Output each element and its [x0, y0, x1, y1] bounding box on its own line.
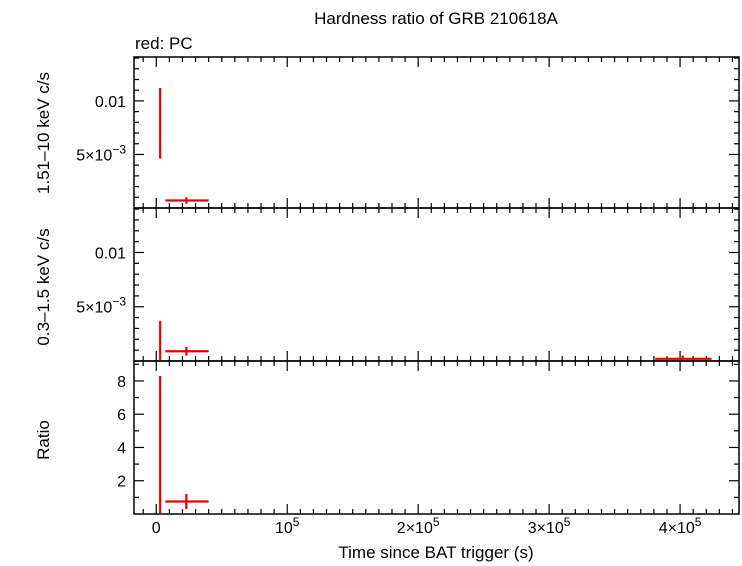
xtick-label: 105	[275, 515, 300, 537]
x-tick-labels: 0 105 2×105 3×105 4×105	[152, 515, 702, 537]
data-point	[159, 88, 162, 159]
data-point	[159, 375, 162, 514]
data-point	[165, 197, 209, 204]
data-point	[159, 320, 162, 360]
panel-top-ylabel: 1.51–10 keV c/s	[34, 72, 53, 194]
xtick-label: 2×105	[397, 515, 440, 537]
panel-top-frame	[133, 56, 740, 209]
ytick-label: 4	[117, 440, 126, 457]
ytick-label: 8	[117, 374, 126, 391]
ytick-label: 0.01	[95, 245, 126, 262]
chart-title: Hardness ratio of GRB 210618A	[314, 9, 558, 28]
panel-bottom: 2 4 6 8 Ratio	[34, 360, 740, 515]
panel-middle-points	[159, 320, 712, 361]
xtick-label: 4×105	[659, 515, 702, 537]
x-axis-label: Time since BAT trigger (s)	[338, 543, 533, 562]
panel-top-ytick-labels: 5×10−3 0.01	[76, 94, 126, 165]
panel-middle: 5×10−3 0.01 0.3–1.5 keV c/s	[34, 207, 740, 362]
panel-bottom-ylabel: Ratio	[34, 420, 53, 460]
panel-bottom-ytick-labels: 2 4 6 8	[117, 374, 126, 491]
ytick-label: 5×10−3	[76, 142, 126, 164]
panel-middle-ytick-labels: 5×10−3 0.01	[76, 245, 126, 316]
panel-bottom-points	[159, 375, 209, 514]
data-point	[165, 494, 209, 510]
data-point	[165, 346, 209, 356]
panel-bottom-ticks	[134, 361, 739, 514]
ytick-label: 0.01	[95, 94, 126, 111]
ytick-label: 5×10−3	[76, 295, 126, 317]
panel-bottom-frame	[133, 360, 740, 515]
panel-middle-frame	[133, 207, 740, 362]
ytick-label: 6	[117, 407, 126, 424]
xtick-label: 0	[152, 520, 161, 537]
panel-top-points	[159, 88, 209, 204]
ytick-label: 2	[117, 474, 126, 491]
panel-middle-ticks	[134, 208, 739, 361]
xtick-label: 3×105	[528, 515, 571, 537]
panel-middle-ylabel: 0.3–1.5 keV c/s	[34, 228, 53, 345]
legend-label: red: PC	[135, 34, 193, 53]
panel-top-ticks	[134, 57, 739, 208]
data-point	[655, 355, 712, 361]
panel-top: 5×10−3 0.01 1.51–10 keV c/s	[34, 56, 740, 209]
